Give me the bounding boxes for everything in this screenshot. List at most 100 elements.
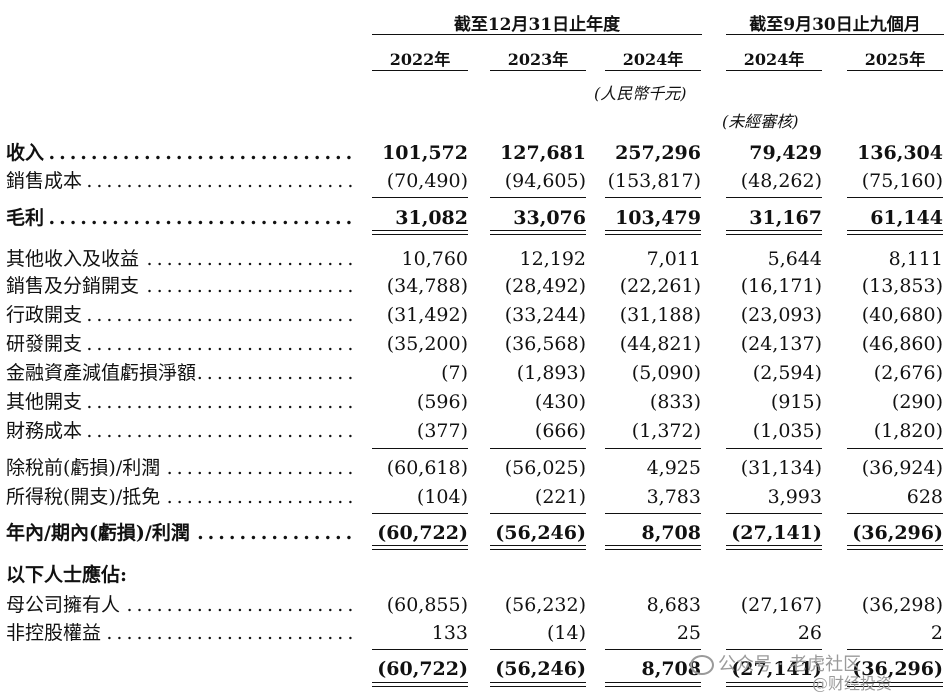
- row-value: (56,246): [495, 522, 586, 544]
- header-group-annual: 截至12月31日止年度: [453, 15, 621, 35]
- table-row: 銷售及分銷開支.................................…: [0, 273, 951, 299]
- row-label: 除稅前(虧損)/利潤..............................…: [6, 455, 356, 481]
- row-value: (48,262): [740, 170, 822, 192]
- row-value: (36,296): [852, 658, 943, 680]
- watermark-line2: @财经投资: [812, 674, 893, 693]
- row-value: 136,304: [857, 142, 943, 164]
- row-value: (104): [416, 486, 468, 508]
- row-label-text: 行政開支: [6, 304, 85, 326]
- row-label-text: 非控股權益: [6, 622, 104, 644]
- row-value: (27,167): [740, 594, 822, 616]
- leader-dots: ........................................…: [6, 420, 356, 442]
- double-rule-net: [372, 545, 468, 550]
- row-value: (56,246): [495, 658, 586, 680]
- row-value: (44,821): [619, 333, 701, 355]
- double-rule-total: [605, 682, 701, 687]
- row-value: (35,200): [386, 333, 468, 355]
- double-rule-total: [372, 682, 468, 687]
- year-header-2025-9m: 2025年: [864, 50, 926, 69]
- double-rule-net: [490, 545, 586, 550]
- table-row: 其他開支....................................…: [0, 389, 951, 415]
- year-rule-2024: [605, 70, 701, 71]
- row-value: (40,680): [861, 304, 943, 326]
- row-value: (34,788): [386, 275, 468, 297]
- row-value: (221): [534, 486, 586, 508]
- row-value: (27,141): [731, 658, 822, 680]
- row-value: (31,134): [740, 457, 822, 479]
- leader-dots: ........................................…: [6, 207, 356, 229]
- row-value: (36,296): [852, 522, 943, 544]
- row-value: (60,618): [386, 457, 468, 479]
- row-value: (915): [770, 391, 822, 413]
- rule-before-total: [490, 649, 586, 650]
- row-value: 79,429: [749, 142, 822, 164]
- year-header-2024: 2024年: [622, 50, 684, 69]
- row-value: 25: [676, 622, 701, 644]
- unit-note: (人民幣千元): [594, 84, 687, 103]
- row-label: 研發開支....................................…: [6, 331, 356, 357]
- row-label-text: 金融資產減值虧損淨額: [6, 362, 199, 384]
- row-label: 毛利......................................…: [6, 205, 356, 231]
- table-row: 其他收入及收益.................................…: [0, 246, 951, 272]
- row-value: (31,188): [619, 304, 701, 326]
- row-value: (666): [534, 420, 586, 442]
- double-rule-net: [605, 545, 701, 550]
- row-label: [6, 656, 356, 682]
- rule-before-net: [726, 513, 822, 514]
- row-value: (60,855): [386, 594, 468, 616]
- row-value: (60,722): [377, 658, 468, 680]
- row-value: 61,144: [870, 207, 943, 229]
- header-group-nine-months-rule: [726, 34, 944, 35]
- row-label-text: 以下人士應佔:: [6, 564, 130, 586]
- table-row: (60,722) (56,246) 8,708 (27,141) (36,296): [0, 656, 951, 682]
- double-rule-gross-profit: [847, 230, 943, 235]
- row-value: 103,479: [615, 207, 701, 229]
- row-value: (70,490): [386, 170, 468, 192]
- row-value: (1,820): [873, 420, 943, 442]
- row-label: 金融資產減值虧損淨額..............................…: [6, 360, 356, 386]
- row-label-text: 其他收入及收益: [6, 248, 142, 270]
- table-row: 除稅前(虧損)/利潤..............................…: [0, 455, 951, 481]
- rule-before-pretax: [372, 448, 468, 449]
- rule-before-total: [605, 649, 701, 650]
- row-value: 4,925: [646, 457, 701, 479]
- header-group-annual-rule: [372, 34, 702, 35]
- row-value: (36,924): [861, 457, 943, 479]
- rule-before-pretax: [605, 448, 701, 449]
- row-value: (24,137): [740, 333, 822, 355]
- row-value: (94,605): [504, 170, 586, 192]
- table-row: 行政開支....................................…: [0, 302, 951, 328]
- row-value: 3,993: [767, 486, 822, 508]
- row-value: (36,298): [861, 594, 943, 616]
- row-value: (153,817): [607, 170, 701, 192]
- row-value: 628: [906, 486, 943, 508]
- table-row: 以下人士應佔:: [0, 562, 951, 588]
- double-rule-net: [847, 545, 943, 550]
- rule-after-cost: [847, 197, 943, 198]
- row-label: 銷售成本....................................…: [6, 168, 356, 194]
- rule-before-net: [847, 513, 943, 514]
- year-header-2022: 2022年: [389, 50, 451, 69]
- double-rule-gross-profit: [372, 230, 468, 235]
- row-label-text: 財務成本: [6, 420, 85, 442]
- row-label-text: 毛利: [6, 207, 47, 229]
- row-value: 10,760: [401, 248, 468, 270]
- row-value: 133: [431, 622, 468, 644]
- row-value: (22,261): [619, 275, 701, 297]
- leader-dots: ........................................…: [6, 170, 356, 192]
- year-rule-2022: [372, 70, 468, 71]
- row-value: (23,093): [740, 304, 822, 326]
- row-label: 行政開支....................................…: [6, 302, 356, 328]
- leader-dots: ........................................…: [6, 142, 356, 164]
- row-value: (430): [534, 391, 586, 413]
- row-value: (1,893): [516, 362, 586, 384]
- rule-after-cost: [372, 197, 468, 198]
- row-value: (46,860): [861, 333, 943, 355]
- row-value: 257,296: [615, 142, 701, 164]
- row-value: (31,492): [386, 304, 468, 326]
- row-label-text: 所得稅(開支)/抵免: [6, 486, 163, 508]
- row-value: 26: [797, 622, 822, 644]
- row-value: (596): [416, 391, 468, 413]
- year-header-2024-9m: 2024年: [743, 50, 805, 69]
- table-row: 母公司擁有人..................................…: [0, 592, 951, 618]
